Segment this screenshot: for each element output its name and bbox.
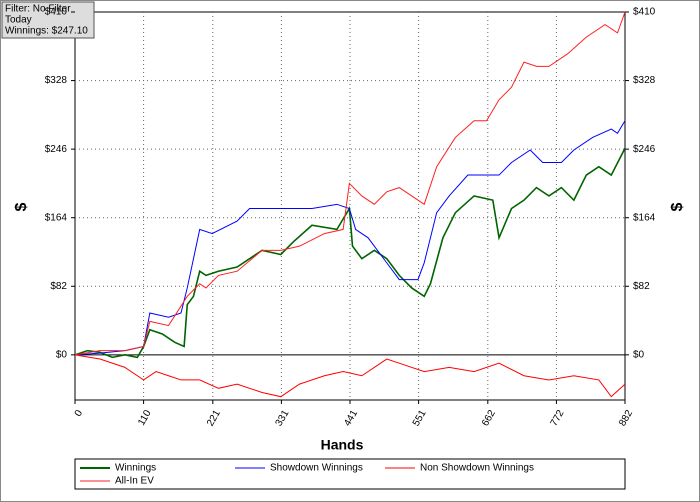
- y-tick-label: $0: [56, 349, 68, 360]
- x-tick-label: 0: [73, 408, 86, 419]
- y-axis-label: $: [13, 202, 30, 211]
- y2-tick-label: $0: [633, 349, 645, 360]
- y2-tick-label: $246: [633, 144, 656, 155]
- filter-text: Winnings: $247.10: [5, 26, 88, 37]
- y-tick-label: $246: [45, 144, 68, 155]
- legend: [74, 458, 626, 490]
- y2-tick-label: $328: [633, 75, 656, 86]
- y-tick-label: $164: [45, 212, 68, 223]
- series-line: [74, 354, 626, 398]
- x-axis-label: Hands: [321, 437, 364, 453]
- legend-label: Showdown Winnings: [270, 463, 363, 474]
- y2-tick-label: $82: [633, 281, 650, 292]
- filter-text: Today: [5, 15, 32, 26]
- y-tick-label: $82: [50, 281, 67, 292]
- legend-label: Non Showdown Winnings: [420, 463, 534, 474]
- filter-box: [1, 1, 95, 39]
- legend-label: Winnings: [115, 463, 156, 474]
- y-tick-label: $410: [45, 7, 68, 18]
- y2-tick-label: $164: [633, 212, 656, 223]
- plot-area: [74, 11, 626, 401]
- series-line: [74, 120, 626, 356]
- y2-axis-label: $: [669, 202, 686, 211]
- filter-text: Filter: No Filter: [5, 4, 71, 15]
- y2-tick-label: $410: [633, 7, 656, 18]
- y-tick-label: $328: [45, 75, 68, 86]
- legend-label: All-In EV: [115, 476, 154, 487]
- series-line: [74, 11, 626, 356]
